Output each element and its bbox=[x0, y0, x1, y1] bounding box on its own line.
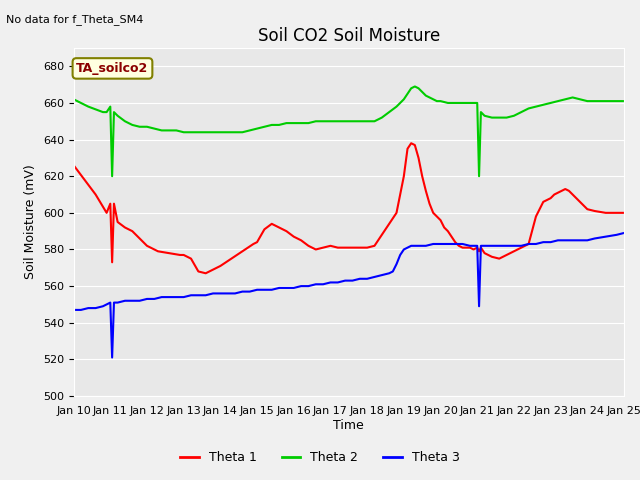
X-axis label: Time: Time bbox=[333, 419, 364, 432]
Title: Soil CO2 Soil Moisture: Soil CO2 Soil Moisture bbox=[258, 27, 440, 45]
Text: TA_soilco2: TA_soilco2 bbox=[76, 62, 148, 75]
Legend: Theta 1, Theta 2, Theta 3: Theta 1, Theta 2, Theta 3 bbox=[175, 446, 465, 469]
Text: No data for f_Theta_SM4: No data for f_Theta_SM4 bbox=[6, 14, 144, 25]
Y-axis label: Soil Moisture (mV): Soil Moisture (mV) bbox=[24, 165, 37, 279]
